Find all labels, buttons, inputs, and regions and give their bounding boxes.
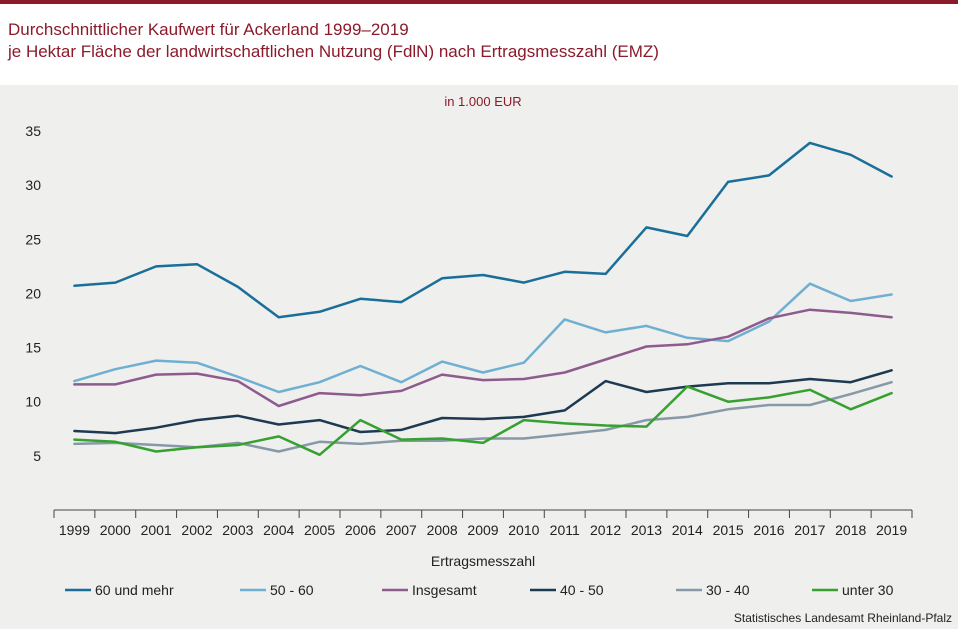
series-line-4 <box>73 369 893 435</box>
x-tick-label: 2008 <box>427 522 458 538</box>
x-tick-label: 2018 <box>835 522 866 538</box>
x-tick-label: 2015 <box>713 522 744 538</box>
legend-label: 30 - 40 <box>706 582 750 598</box>
y-tick-label: 15 <box>25 340 41 356</box>
axes: 1999 2000 2001 2002 2003 2004 2005 2006 2007 2008… <box>25 123 913 538</box>
x-tick-label: 2011 <box>550 522 580 538</box>
y-tick-label: 5 <box>33 448 41 464</box>
x-axis-title: Ertragsmesszahl <box>431 553 535 569</box>
x-tick-label: 2001 <box>141 522 172 538</box>
series-lines <box>73 141 893 457</box>
x-tick-label: 2013 <box>631 522 662 538</box>
x-tick-label: 2004 <box>263 522 294 538</box>
source-note: Statistisches Landesamt Rheinland-Pfalz <box>733 611 952 625</box>
legend: 60 und mehr 50 - 60 Insgesamt 40 - 50 30 - 4… <box>65 582 894 598</box>
y-tick-label: 25 <box>25 231 41 247</box>
series-line-3 <box>73 308 893 408</box>
y-tick-label: 20 <box>25 285 41 301</box>
y-tick-label: 30 <box>25 177 41 193</box>
series-line-1 <box>73 141 893 319</box>
x-tick-label: 2016 <box>753 522 784 538</box>
x-tick-label: 2006 <box>345 522 376 538</box>
series-line-2 <box>73 282 893 394</box>
x-tick-label: 2012 <box>590 522 621 538</box>
x-tick-label: 2000 <box>100 522 131 538</box>
x-tick-label: 2009 <box>467 522 498 538</box>
x-tick-label: 2007 <box>386 522 417 538</box>
y-tick-label: 10 <box>25 394 41 410</box>
y-tick-label: 35 <box>25 123 41 139</box>
x-tick-label: 2014 <box>672 522 703 538</box>
chart-subtitle: je Hektar Fläche der landwirtschaftliche… <box>8 42 659 61</box>
x-tick-label: 2003 <box>222 522 253 538</box>
unit-label: in 1.000 EUR <box>444 94 521 109</box>
x-tick-label: 2010 <box>508 522 539 538</box>
x-tick-label: 1999 <box>59 522 90 538</box>
legend-label: 60 und mehr <box>95 582 174 598</box>
legend-label: unter 30 <box>842 582 894 598</box>
x-tick-label: 2019 <box>876 522 907 538</box>
x-tick-label: 2017 <box>794 522 825 538</box>
x-tick-label: 2002 <box>181 522 212 538</box>
legend-label: 40 - 50 <box>560 582 604 598</box>
x-tick-label: 2005 <box>304 522 335 538</box>
legend-label: Insgesamt <box>412 582 477 598</box>
top-accent-bar <box>0 0 958 4</box>
series-line-5 <box>73 380 893 453</box>
chart-panel <box>0 85 958 629</box>
legend-label: 50 - 60 <box>270 582 314 598</box>
series-line-6 <box>73 385 893 457</box>
chart-title: Durchschnittlicher Kaufwert für Ackerlan… <box>8 20 409 39</box>
